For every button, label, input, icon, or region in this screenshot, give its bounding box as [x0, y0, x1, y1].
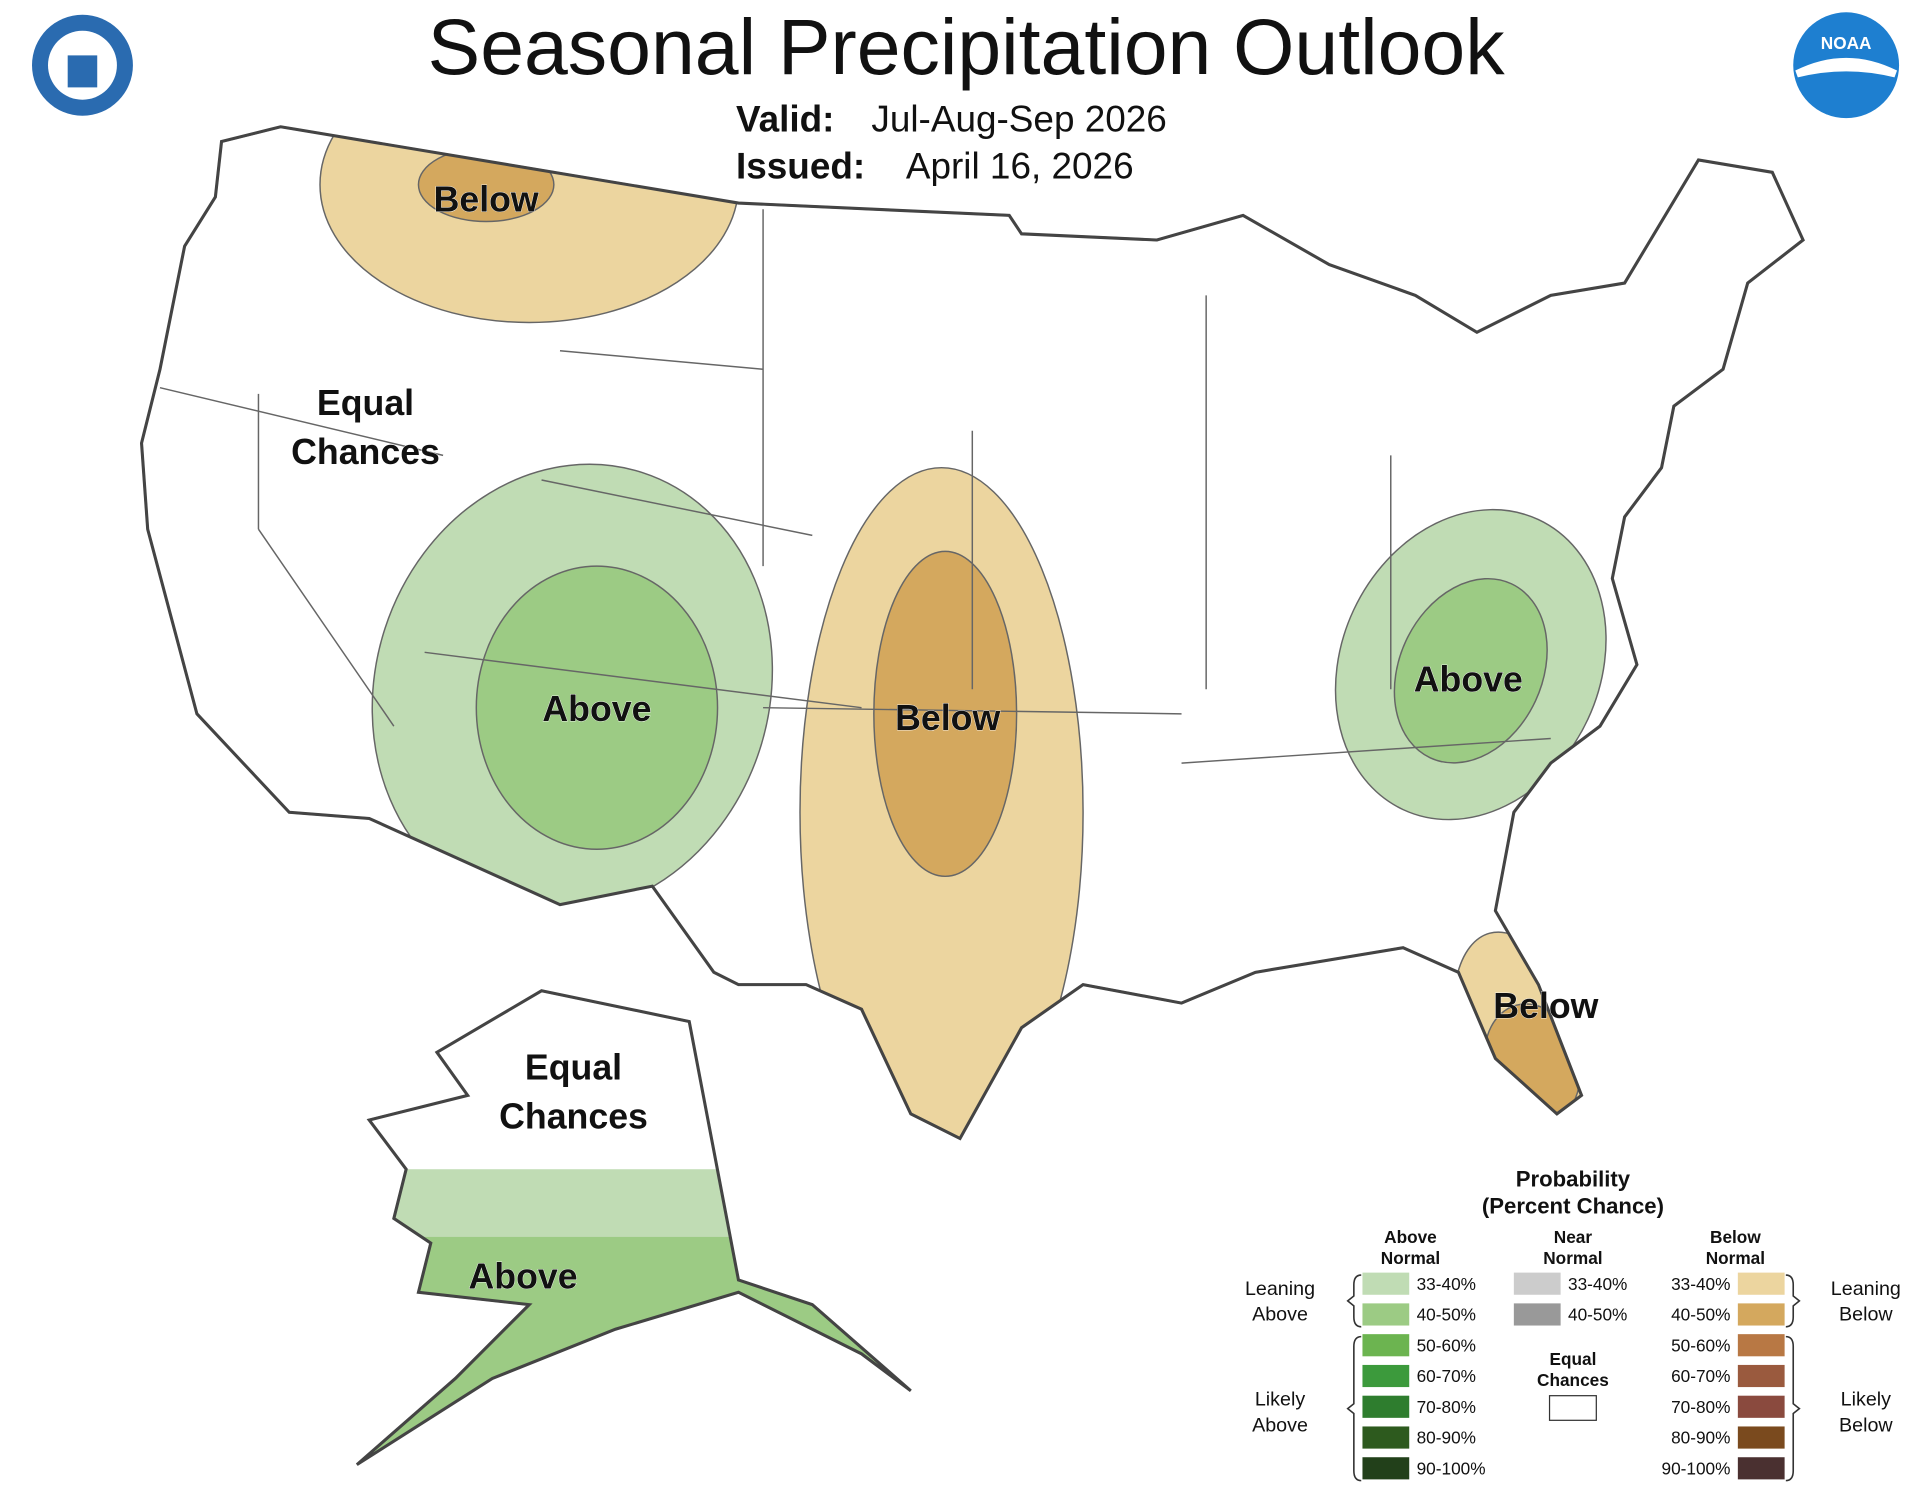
commerce-shield — [67, 55, 98, 88]
above-region — [475, 565, 719, 850]
legend-swatch — [1737, 1364, 1785, 1388]
valid-label: Valid: — [736, 99, 834, 140]
issued-value: April 16, 2026 — [906, 145, 1134, 186]
legend-swatch — [1513, 1303, 1561, 1326]
alaska-outline — [355, 989, 912, 1466]
region-label: Equal — [317, 383, 414, 423]
legend-column-header: Normal — [1706, 1248, 1765, 1268]
legend-range: 40-50% — [1671, 1305, 1730, 1325]
legend-swatch — [1737, 1457, 1785, 1480]
legend-bracket — [1346, 1274, 1362, 1328]
legend-bracket — [1346, 1335, 1362, 1482]
legend-range: 70-80% — [1671, 1397, 1730, 1417]
legend-side-label: Leaning — [1831, 1278, 1901, 1300]
alaska-shading — [356, 1169, 911, 1465]
legend-range: 70-80% — [1417, 1397, 1476, 1417]
legend-bracket — [1785, 1274, 1801, 1328]
legend-swatch — [1737, 1303, 1785, 1326]
legend-range: 33-40% — [1671, 1274, 1730, 1294]
conus-shading — [159, 126, 1607, 1139]
legend-swatch — [1737, 1334, 1785, 1357]
legend-side-label: Likely — [1255, 1389, 1305, 1411]
state-line — [763, 706, 1182, 715]
region-label: Above — [469, 1257, 578, 1297]
legend-range: 60-70% — [1671, 1366, 1730, 1386]
legend-swatch — [1362, 1457, 1410, 1480]
legend-column-header: Near — [1554, 1227, 1593, 1247]
below-region — [873, 550, 1018, 878]
legend-side-label: Below — [1839, 1304, 1893, 1326]
legend-range: 90-100% — [1417, 1458, 1486, 1478]
region-label: Equal — [525, 1047, 622, 1087]
state-line — [257, 528, 395, 727]
legend-range: 80-90% — [1671, 1428, 1730, 1448]
region-label: Above — [1414, 660, 1523, 700]
legend-side-label: Above — [1252, 1414, 1308, 1436]
region-label: Below — [895, 698, 1000, 738]
state-line — [159, 386, 444, 457]
state-line — [424, 651, 862, 709]
legend-column-header: Below — [1710, 1227, 1761, 1247]
legend-range: 33-40% — [1568, 1274, 1627, 1294]
region-label: Chances — [291, 432, 440, 472]
legend-swatch — [1362, 1272, 1410, 1295]
state-line — [541, 479, 813, 537]
legend-side-label: Below — [1839, 1414, 1893, 1436]
noaa-bird — [1795, 57, 1898, 78]
issued-label: Issued: — [736, 145, 865, 186]
conus-outline — [139, 125, 1805, 1141]
region-label: Below — [434, 180, 539, 220]
legend-title: Probability — [1516, 1166, 1631, 1191]
state-line — [559, 350, 764, 370]
legend-swatch — [1362, 1395, 1410, 1418]
legend-range: 33-40% — [1417, 1274, 1476, 1294]
legend-swatch — [1548, 1395, 1597, 1421]
legend-bracket — [1785, 1335, 1801, 1482]
legend-side-label: Leaning — [1245, 1278, 1315, 1300]
state-line — [1181, 737, 1551, 764]
legend-column-header: Normal — [1543, 1248, 1602, 1268]
legend-swatch — [1513, 1272, 1561, 1295]
legend-swatch — [1737, 1426, 1785, 1449]
noaa-text: NOAA — [1821, 33, 1872, 53]
legend-range: 60-70% — [1417, 1366, 1476, 1386]
legend-column-header: Above — [1384, 1227, 1437, 1247]
legend-swatch — [1737, 1395, 1785, 1418]
legend-range: 40-50% — [1568, 1305, 1627, 1325]
region-label: Chances — [499, 1097, 648, 1137]
legend-swatch — [1737, 1272, 1785, 1295]
legend-subtitle: (Percent Chance) — [1482, 1194, 1664, 1219]
legend-side-label: Above — [1252, 1304, 1308, 1326]
above-region — [1393, 577, 1548, 764]
legend-side-label: Likely — [1841, 1389, 1891, 1411]
region-label: Below — [1493, 986, 1598, 1026]
legend-column-header: Normal — [1381, 1248, 1440, 1268]
legend-range: 80-90% — [1417, 1428, 1476, 1448]
legend-range: 40-50% — [1417, 1305, 1476, 1325]
above-region — [356, 1169, 911, 1465]
title: Seasonal Precipitation Outlook — [428, 3, 1506, 91]
legend-range: 50-60% — [1417, 1335, 1476, 1355]
legend-range: 50-60% — [1671, 1335, 1730, 1355]
legend-swatch — [1362, 1334, 1410, 1357]
legend-swatch — [1362, 1364, 1410, 1388]
legend-swatch — [1362, 1303, 1410, 1326]
legend-range: 90-100% — [1662, 1458, 1731, 1478]
legend-equal: Chances — [1537, 1370, 1609, 1390]
legend-equal: Equal — [1549, 1349, 1596, 1369]
legend-swatch — [1362, 1426, 1410, 1449]
above-region — [356, 1236, 911, 1465]
valid-value: Jul-Aug-Sep 2026 — [871, 99, 1166, 140]
region-label: Above — [542, 689, 651, 729]
